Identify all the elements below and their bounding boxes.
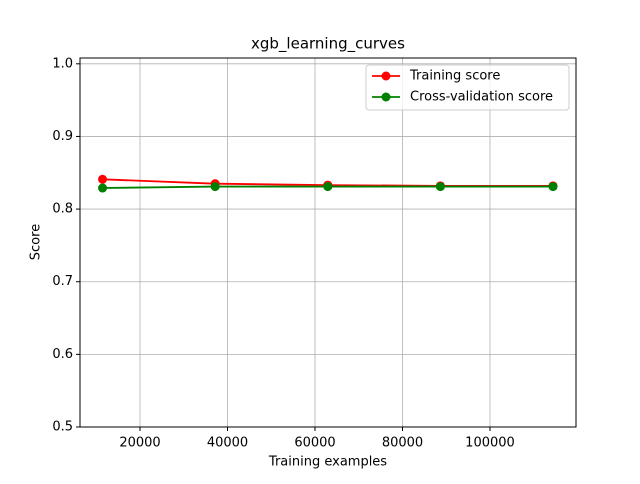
data-point (98, 183, 108, 193)
y-tick-label: 1.0 (52, 56, 73, 71)
plot-frame (79, 57, 577, 428)
chart-title: xgb_learning_curves (251, 35, 405, 54)
legend-marker (381, 71, 391, 81)
data-point (435, 182, 445, 192)
y-tick-label: 0.7 (52, 274, 73, 289)
x-tick-label: 80000 (382, 436, 423, 451)
legend-label: Cross-validation score (410, 90, 553, 105)
y-tick-label: 0.5 (52, 420, 73, 435)
x-tick-label: 60000 (294, 436, 335, 451)
data-point (323, 182, 333, 192)
data-point (98, 174, 108, 184)
x-tick-label: 40000 (207, 436, 248, 451)
x-axis-label: Training examples (268, 455, 387, 470)
y-tick-label: 0.6 (52, 347, 73, 362)
data-point (548, 182, 558, 192)
y-axis-label: Score (29, 224, 44, 260)
x-tick-label: 20000 (119, 436, 160, 451)
x-tick-label: 100000 (465, 436, 515, 451)
y-tick-label: 0.8 (52, 202, 73, 217)
data-point (210, 182, 220, 192)
legend-label: Training score (409, 69, 500, 84)
y-tick-label: 0.9 (52, 129, 73, 144)
legend-box (365, 64, 570, 111)
legend-marker (381, 92, 391, 102)
